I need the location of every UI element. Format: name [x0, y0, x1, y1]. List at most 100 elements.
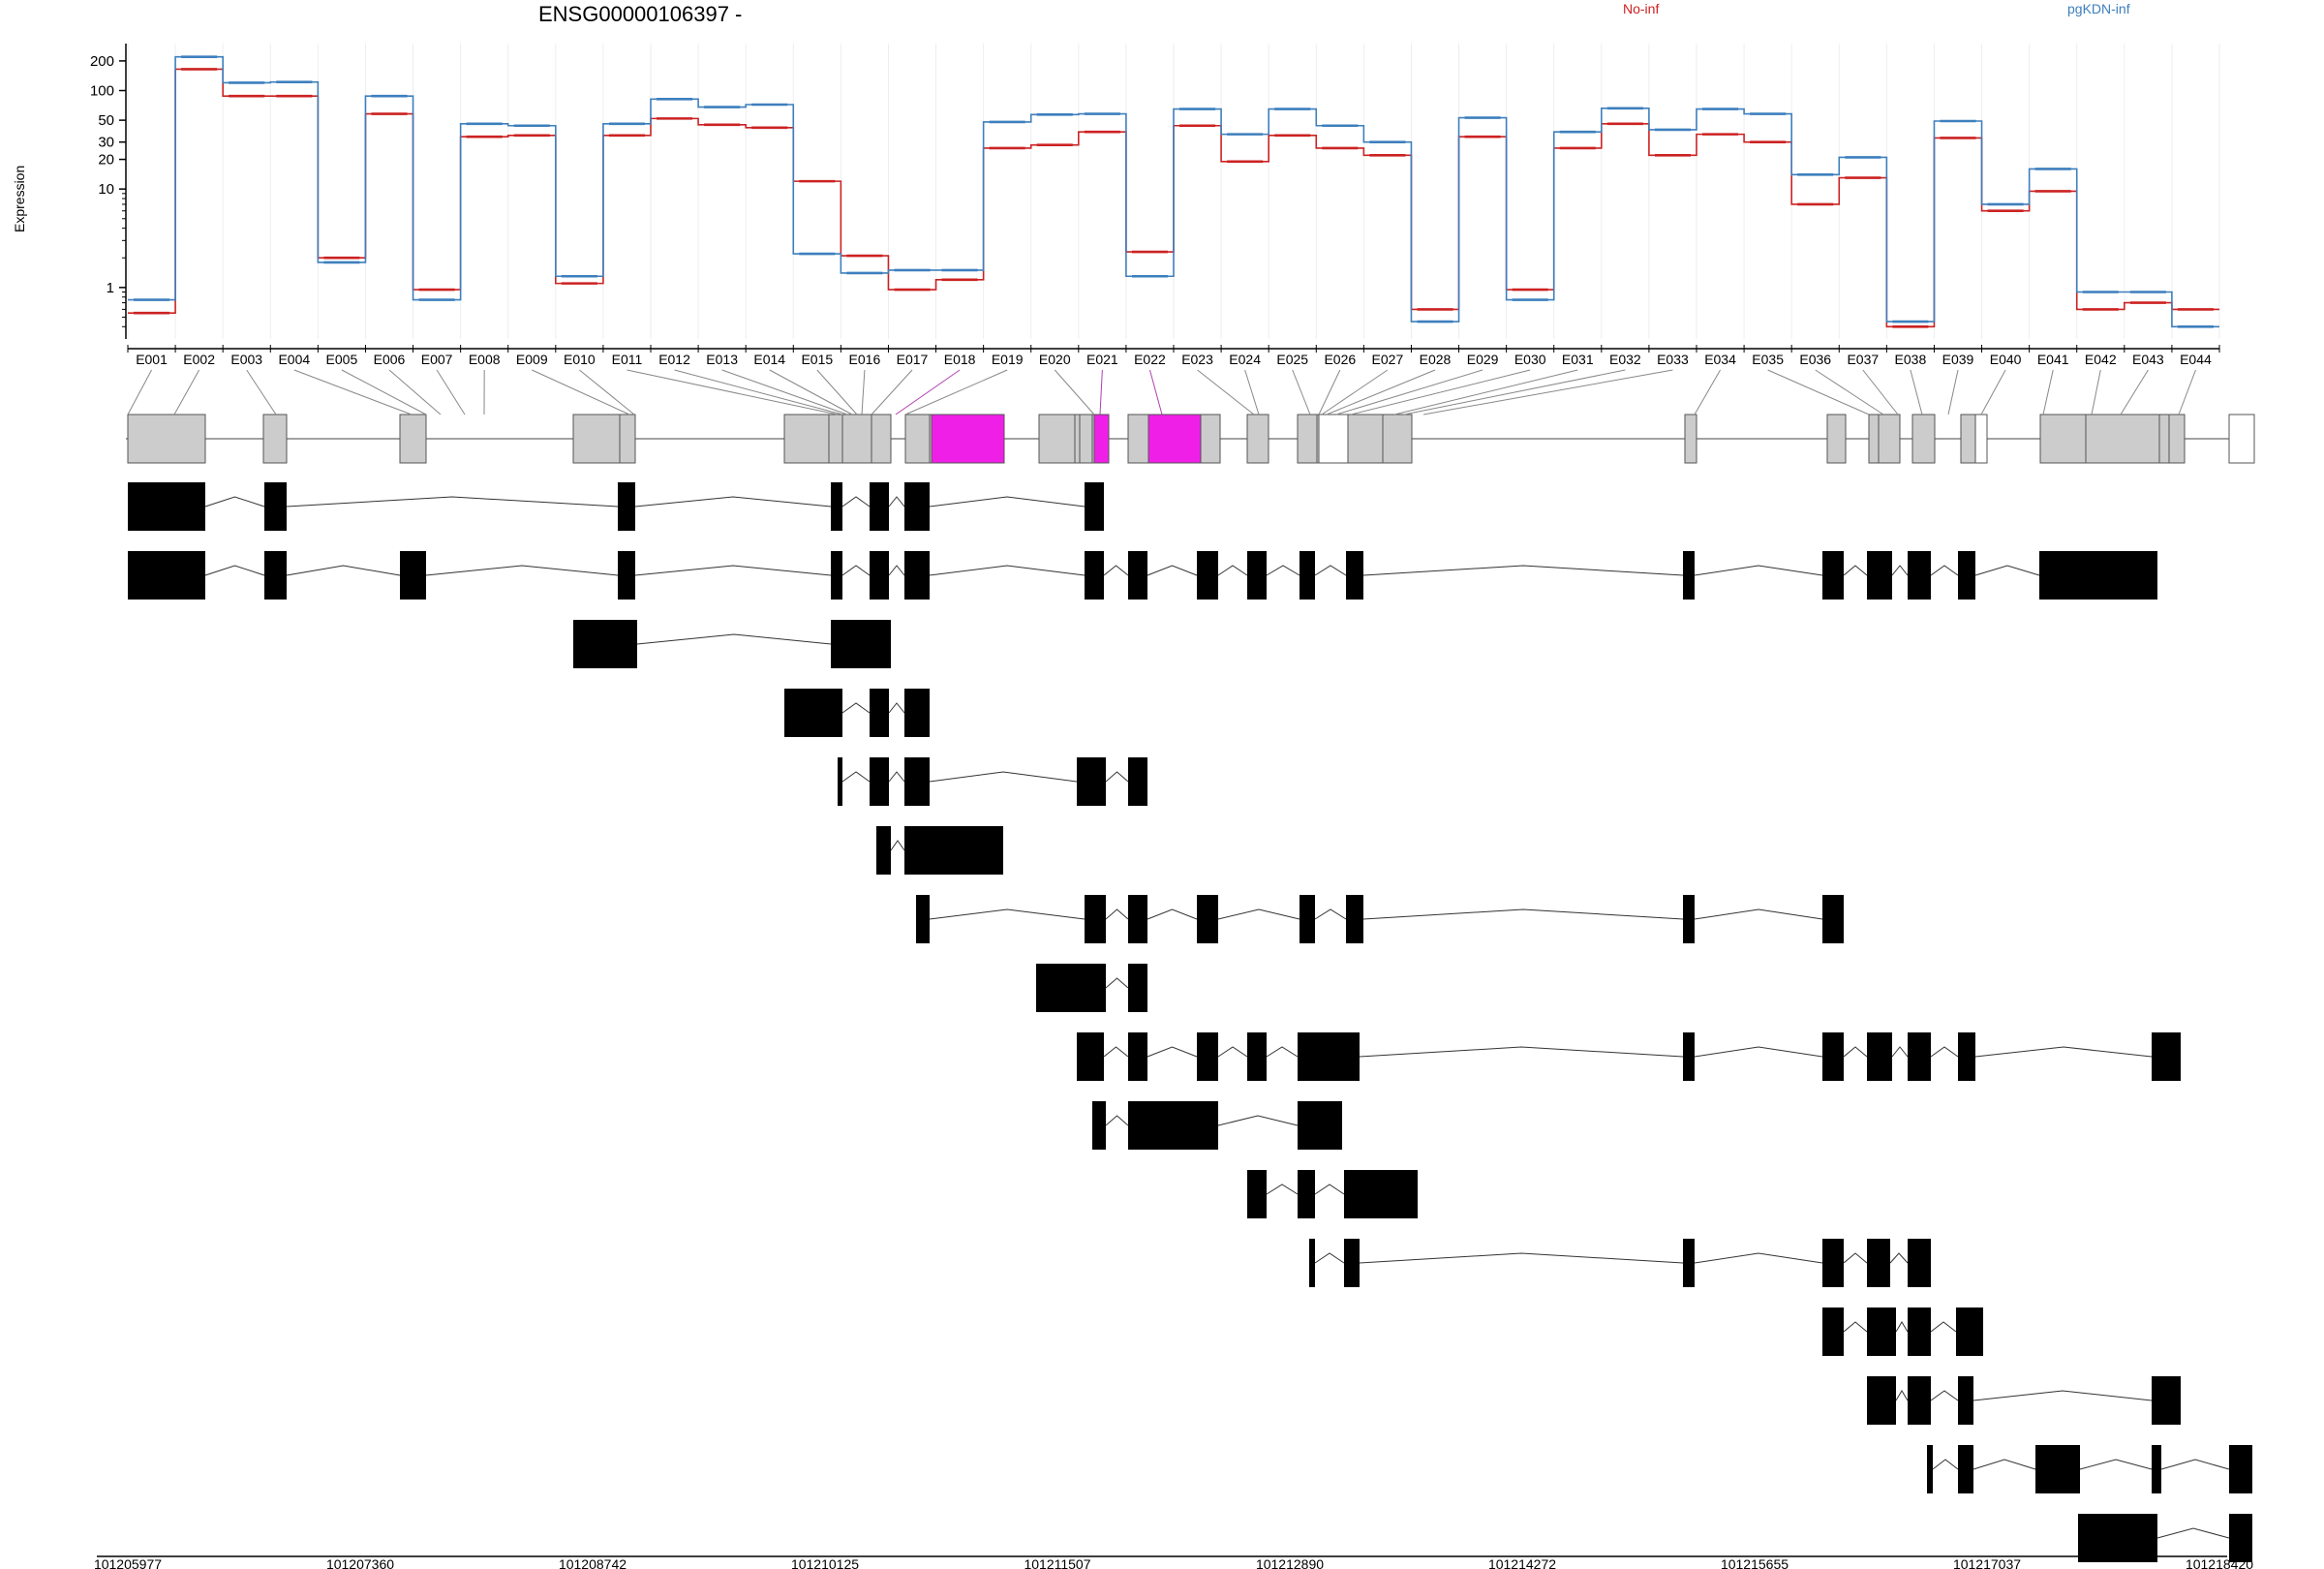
transcript-row [1867, 1376, 2181, 1425]
exon-connector-E043 [2120, 369, 2149, 415]
transcript-exon [618, 551, 635, 600]
gene-exon [1878, 414, 1901, 464]
exon-connector-E025 [1292, 369, 1311, 415]
gene-exon [262, 414, 288, 464]
transcript-exon [784, 689, 842, 737]
transcript-exon [870, 757, 889, 806]
x-tick-label-E039: E039 [1942, 352, 1974, 367]
transcript-exon [2152, 1445, 2161, 1493]
exon-connector-E024 [1244, 369, 1260, 415]
transcript-exon [2152, 1032, 2181, 1081]
intron-line [1889, 1252, 1909, 1264]
intron-line [1103, 1046, 1129, 1058]
intron-line [636, 633, 832, 645]
gene-exon-empty [1318, 414, 1349, 464]
transcript-exon [1958, 1445, 1973, 1493]
transcript-exon [1908, 551, 1931, 600]
x-tick-label-E021: E021 [1086, 352, 1118, 367]
x-tick-label-E013: E013 [706, 352, 738, 367]
x-tick-label-E025: E025 [1276, 352, 1308, 367]
transcript-exon [916, 895, 930, 943]
exon-connector-E002 [173, 369, 200, 415]
exon-connector-E005 [341, 369, 427, 415]
x-tick-label-E027: E027 [1372, 352, 1404, 367]
exon-connector-E023 [1197, 369, 1255, 415]
transcript-exon [1956, 1308, 1983, 1356]
exon-connector-E042 [2091, 369, 2101, 415]
transcript-exon [1344, 1239, 1360, 1287]
x-tick-label-E004: E004 [278, 352, 310, 367]
genome-tick-label: 101210125 [791, 1556, 859, 1569]
highlight-exon-E021 [1093, 414, 1110, 464]
transcript-exon [904, 757, 930, 806]
transcript-exon [1128, 1101, 1218, 1150]
transcript-exon [904, 826, 1003, 875]
gene-exon [572, 414, 621, 464]
transcript-exon [1077, 1032, 1104, 1081]
transcript-exon [2039, 551, 2157, 600]
intron-line [1266, 565, 1300, 576]
x-tick-label-E009: E009 [516, 352, 548, 367]
x-tick-label-E043: E043 [2132, 352, 2164, 367]
exon-connector-E007 [436, 369, 466, 415]
intron-line [286, 565, 401, 576]
gene-exon [1079, 414, 1093, 464]
gene-exon [1684, 414, 1697, 464]
intron-line [1843, 1252, 1868, 1264]
intron-line [1932, 1459, 1959, 1470]
intron-line [1891, 565, 1909, 576]
x-tick-label-E024: E024 [1229, 352, 1261, 367]
intron-line [841, 771, 871, 783]
x-tick-label-E018: E018 [944, 352, 976, 367]
intron-line [929, 565, 1086, 576]
transcript-row [1822, 1308, 1983, 1356]
exon-connector-E028 [1326, 369, 1436, 415]
exon-connector-E029 [1335, 369, 1483, 415]
gene-exon [2158, 414, 2170, 464]
y-tick-label: 100 [90, 83, 114, 100]
x-tick-label-E040: E040 [1990, 352, 2022, 367]
intron-line [1359, 1252, 1684, 1264]
intron-line [1147, 1046, 1198, 1058]
transcript-exon [1298, 1032, 1360, 1081]
exon-connector-E009 [532, 369, 630, 415]
intron-line [929, 496, 1086, 508]
x-tick-label-E041: E041 [2037, 352, 2069, 367]
transcript-exon [904, 482, 930, 531]
transcript-exon [831, 551, 842, 600]
transcript-exon [1128, 895, 1147, 943]
x-tick-label-E033: E033 [1657, 352, 1689, 367]
genome-tick-label: 101208742 [559, 1556, 627, 1569]
intron-line [1930, 1046, 1959, 1058]
transcript-exon [1908, 1308, 1931, 1356]
intron-line [1891, 1046, 1909, 1058]
intron-line [1930, 1390, 1959, 1401]
transcript-exon [1867, 1376, 1896, 1425]
intron-line [425, 565, 619, 576]
transcript-exon [1683, 1032, 1695, 1081]
exon-connector-E039 [1947, 369, 1959, 415]
x-tick-label-E034: E034 [1704, 352, 1736, 367]
intron-line [841, 496, 871, 508]
transcript-exon [2152, 1376, 2181, 1425]
exon-connector-E016 [861, 369, 866, 415]
transcript-exon [1822, 1239, 1844, 1287]
transcript-exon [1683, 895, 1695, 943]
transcript-exon [1822, 895, 1844, 943]
transcript-exon [1908, 1032, 1931, 1081]
exon-connector-E037 [1862, 369, 1899, 415]
x-tick-label-E036: E036 [1799, 352, 1831, 367]
transcript-exon [1298, 1170, 1315, 1218]
exon-connector-E027 [1321, 369, 1389, 415]
intron-line [204, 565, 265, 576]
transcript-row [1092, 1101, 1342, 1150]
transcript-exon [1036, 964, 1106, 1012]
transcript-exon [573, 620, 637, 668]
transcript-exon [1683, 551, 1695, 600]
transcript-row [876, 826, 1003, 875]
gene-exon [1911, 414, 1936, 464]
intron-line [1314, 908, 1347, 920]
exon-connector-E022 [1148, 369, 1163, 415]
exon-connector-E026 [1318, 369, 1341, 415]
legend-no-inf: No-inf [1623, 1, 1660, 16]
